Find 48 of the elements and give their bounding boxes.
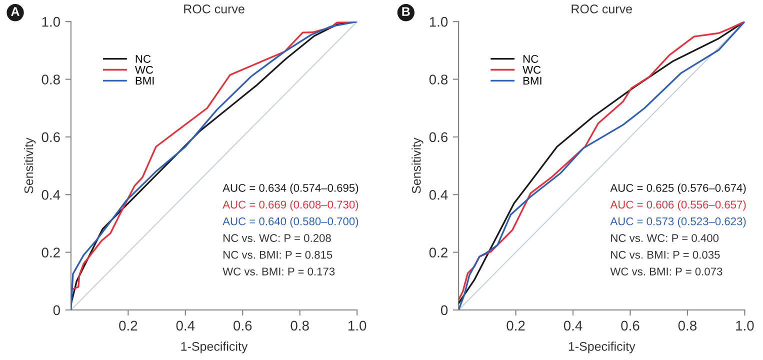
annotation: AUC = 0.573 (0.523–0.623) — [610, 217, 746, 228]
x-tick-label: 0.4 — [564, 320, 582, 331]
x-tick-label: 0.6 — [621, 320, 640, 331]
chart-title: ROC curve — [572, 4, 632, 14]
y-axis-title: Sensitivity — [24, 138, 36, 194]
y-tick-label: 0.4 — [42, 190, 60, 200]
legend-label: WC — [522, 66, 541, 74]
legend-label: NC — [136, 54, 151, 63]
y-axis-title: Sensitivity — [412, 138, 424, 194]
text: A — [11, 7, 20, 16]
annotation: AUC = 0.606 (0.556–0.657) — [610, 200, 746, 211]
annotation: NC vs. WC: P = 0.400 — [611, 234, 719, 242]
annotation: AUC = 0.669 (0.608–0.730) — [222, 200, 358, 211]
y-tick-label: 0 — [440, 305, 448, 316]
annotation: AUC = 0.640 (0.580–0.700) — [222, 217, 358, 228]
text: B — [402, 7, 410, 16]
y-tick-label: 0.8 — [429, 74, 448, 84]
x-tick-label: 0.2 — [119, 320, 138, 331]
legend-label: BMI — [523, 76, 542, 85]
x-tick-label: 1.0 — [348, 320, 366, 331]
legend-label: WC — [135, 66, 154, 74]
x-tick-label: 0.8 — [678, 320, 697, 331]
x-tick-label: 0.8 — [290, 320, 309, 331]
annotation: AUC = 0.625 (0.576–0.674) — [610, 184, 746, 194]
annotation: WC vs. BMI: P = 0.073 — [610, 268, 722, 276]
annotation: NC vs. WC: P = 0.208 — [224, 234, 331, 242]
legend-label: NC — [523, 54, 538, 63]
y-tick-label: 0 — [53, 305, 60, 316]
x-axis-title: 1-Specificity — [568, 342, 636, 354]
annotation: WC vs. BMI: P = 0.173 — [222, 268, 335, 276]
x-tick-label: 0.2 — [506, 320, 525, 331]
chart-title: ROC curve — [184, 4, 244, 14]
y-tick-label: 0.2 — [429, 248, 448, 258]
x-tick-label: 0.6 — [234, 320, 252, 331]
y-tick-label: 0.8 — [42, 74, 60, 84]
annotation: NC vs. BMI: P = 0.815 — [224, 250, 332, 259]
y-tick-label: 1.0 — [42, 16, 60, 27]
y-tick-label: 1.0 — [430, 16, 448, 27]
annotation: NC vs. BMI: P = 0.035 — [611, 250, 720, 259]
y-tick-label: 0.4 — [429, 190, 448, 200]
x-tick-label: 1.0 — [736, 320, 754, 331]
annotation: AUC = 0.634 (0.574–0.695) — [222, 184, 358, 194]
y-tick-label: 0.6 — [429, 132, 448, 142]
y-tick-label: 0.2 — [42, 248, 60, 258]
legend-label: BMI — [136, 76, 154, 85]
y-tick-label: 0.6 — [42, 132, 60, 142]
x-tick-label: 0.4 — [176, 320, 195, 331]
x-axis-title: 1-Specificity — [181, 342, 248, 354]
